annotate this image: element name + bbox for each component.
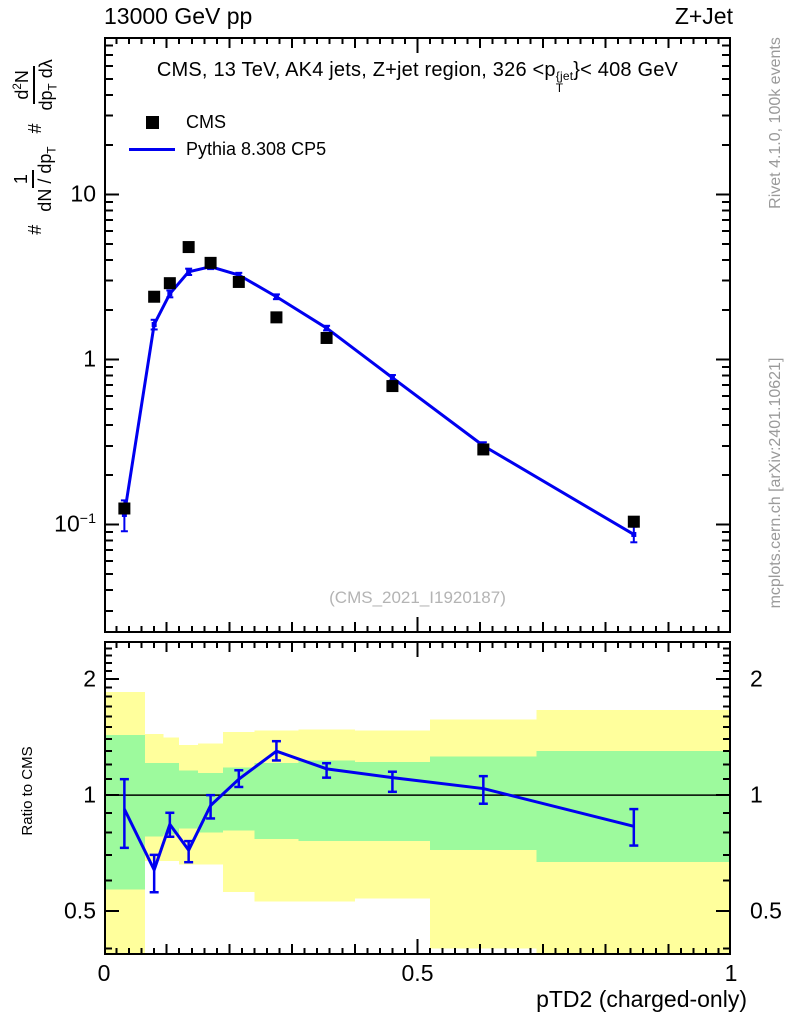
pythia-point <box>151 321 157 327</box>
pythia-line-marker-icon <box>129 148 175 151</box>
pythia-point <box>273 294 279 300</box>
main-y-tick-label: 1 <box>83 345 96 372</box>
cms-data-point <box>320 331 333 344</box>
cms-data-point <box>477 443 490 456</box>
x-tick-label: 0 <box>97 960 111 986</box>
plot-title: CMS, 13 TeV, AK4 jets, Z+jet region, 326… <box>156 59 679 96</box>
main-y-tick-label: 10−1 <box>54 510 96 537</box>
process-label: Z+Jet <box>674 3 733 29</box>
cms-data-point <box>182 241 195 254</box>
pythia-point <box>236 272 242 278</box>
cms-data-point <box>627 515 640 528</box>
cms-data-point <box>148 290 161 303</box>
cms-data-point <box>118 502 131 515</box>
pythia-point <box>186 269 192 275</box>
legend: CMS Pythia 8.308 CP5 <box>128 109 326 163</box>
panel-border <box>104 37 731 633</box>
cms-square-marker-icon <box>145 116 159 129</box>
ratio-y-tick-label: 2 <box>83 665 96 692</box>
pythia-point <box>167 291 173 297</box>
uncertainty-band-green <box>163 763 180 835</box>
ratio-y-tick-label-right: 0.5 <box>750 897 782 924</box>
x-axis-title: pTD2 (charged-only) <box>536 986 747 1012</box>
mcplots-arxiv-note: mcplots.cern.ch [arXiv:2401.10621] <box>767 357 784 609</box>
main-plot-panel <box>104 37 731 633</box>
ratio-y-tick-label-right: 1 <box>750 781 763 808</box>
cms-data-point <box>232 275 245 288</box>
ratio-y-tick-label: 0.5 <box>64 897 96 924</box>
cms-data-point <box>163 277 176 290</box>
y-title-fraction-2: d2N dpT dλ <box>10 59 60 111</box>
y-title-hash-2: # <box>24 123 45 134</box>
y-title-fraction-1: 1 dN / dpT <box>11 146 59 212</box>
legend-item-pythia: Pythia 8.308 CP5 <box>128 136 326 163</box>
y-title-hash-1: # <box>24 224 45 235</box>
uncertainty-band-green <box>144 763 164 837</box>
main-y-axis-title: # 1 dN / dpT # d2N dpT dλ <box>3 30 67 260</box>
rivet-version-note: Rivet 4.1.0, 100k events <box>767 37 784 209</box>
pythia-point <box>631 531 637 537</box>
cms-data-point <box>204 256 217 269</box>
uncertainty-band-green <box>179 770 199 829</box>
pythia-curve <box>122 265 635 536</box>
cms-data-point <box>386 380 399 393</box>
beam-energy-label: 13000 GeV pp <box>104 3 253 29</box>
analysis-id-watermark: (CMS_2021_I1920187) <box>329 588 506 607</box>
pythia-ratio-curve <box>123 749 635 872</box>
cms-data-point <box>270 311 283 324</box>
x-tick-label: 1 <box>724 960 738 986</box>
legend-label-cms: CMS <box>186 112 226 132</box>
pt-jet-supsub: {jet T <box>555 69 574 96</box>
main-y-tick-label: 10 <box>70 180 96 207</box>
x-tick-label: 0.5 <box>401 960 434 986</box>
ratio-y-tick-label: 1 <box>83 781 96 808</box>
pythia-point <box>389 375 395 381</box>
ratio-plot-panel <box>104 641 731 955</box>
uncertainty-band-green <box>254 763 299 839</box>
panel-border <box>104 641 731 955</box>
pythia-point <box>324 325 330 331</box>
ratio-y-axis-title: Ratio to CMS <box>19 746 36 836</box>
legend-label-pythia: Pythia 8.308 CP5 <box>186 139 327 159</box>
ratio-y-tick-label-right: 2 <box>750 665 763 692</box>
legend-item-cms: CMS <box>128 109 326 136</box>
